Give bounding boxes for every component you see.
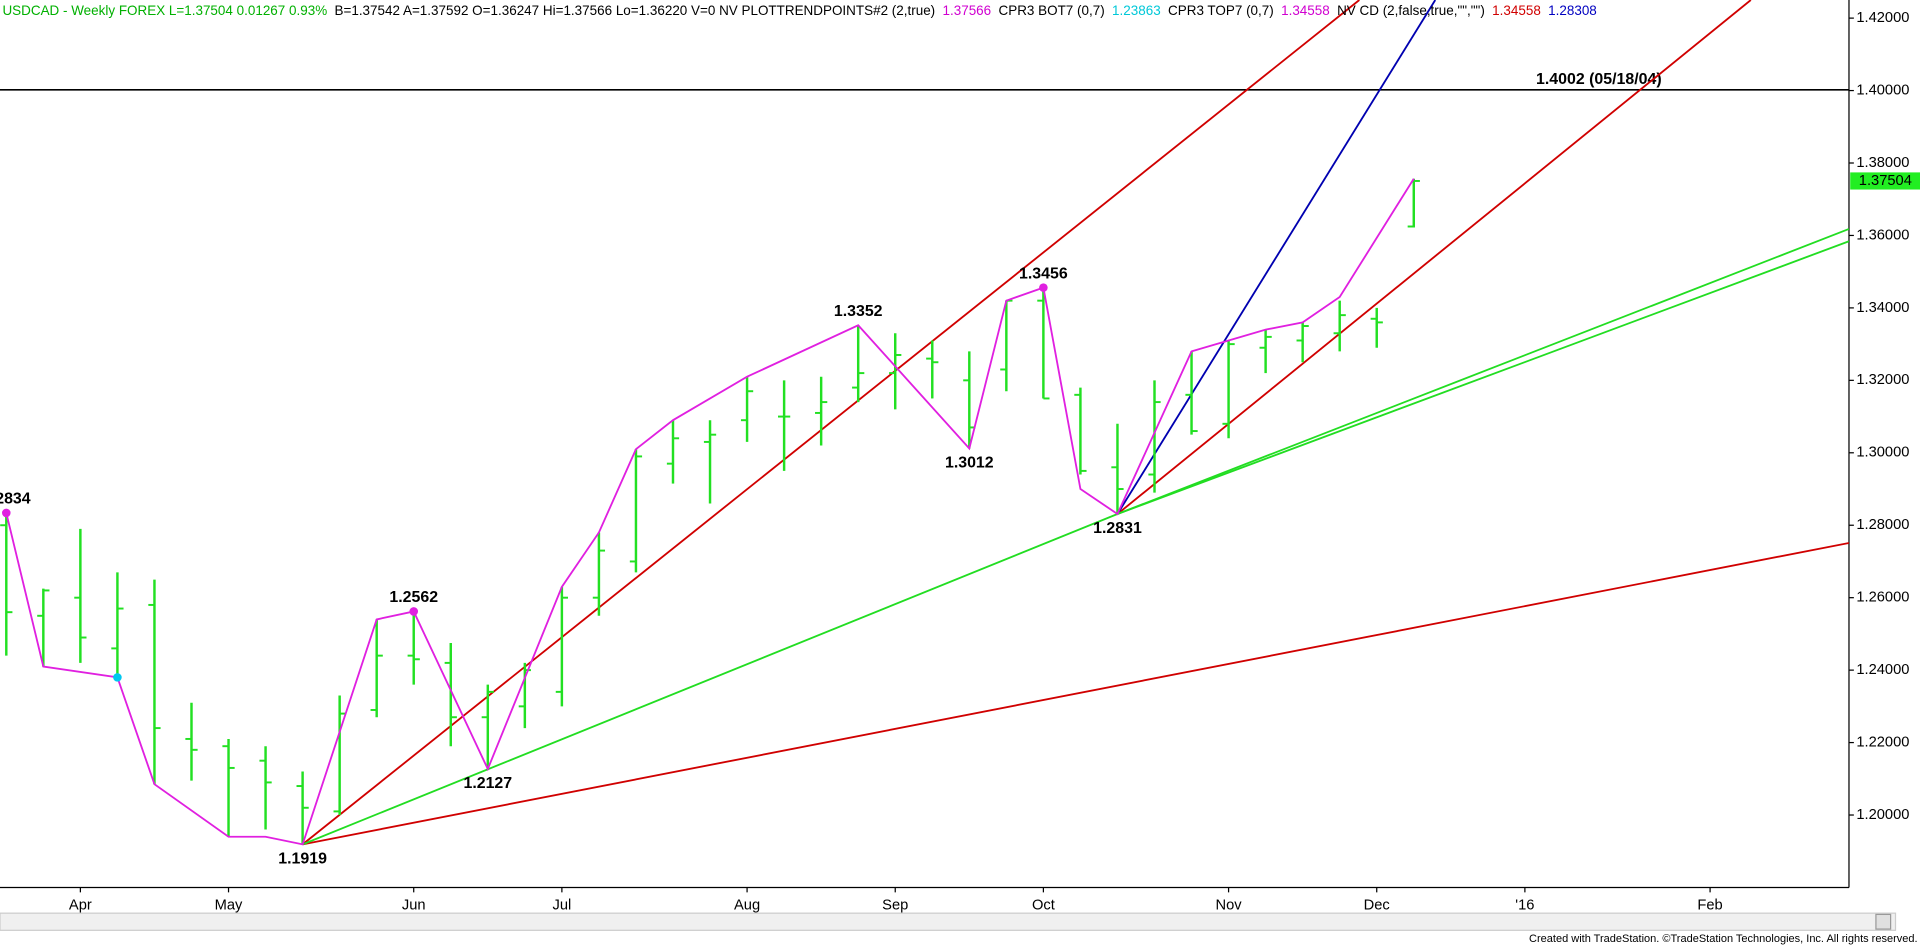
header-item: NV CD (2,false,true,"","") <box>1337 3 1485 18</box>
x-tick-label: '16 <box>1515 898 1534 914</box>
pivot-dot <box>113 673 122 682</box>
y-tick-label: 1.22000 <box>1856 734 1909 750</box>
y-tick-label: 1.38000 <box>1856 155 1909 171</box>
pivot-label: 1.3352 <box>834 303 883 320</box>
header-item: CPR3 BOT7 (0,7) <box>999 3 1105 18</box>
x-tick-label: Nov <box>1216 898 1243 914</box>
header-item: 1.34558 <box>1492 3 1541 18</box>
pivot-dot <box>1039 283 1048 292</box>
pivot-label: 1.3456 <box>1019 265 1068 282</box>
pivot-label: 1.1919 <box>278 850 327 867</box>
y-tick-label: 1.26000 <box>1856 590 1909 606</box>
y-tick-label: 1.24000 <box>1856 662 1909 678</box>
scrollbar[interactable] <box>0 912 1897 931</box>
axes: 1.20000 1.22000 1.24000 1.26000 1.28000 1.300… <box>69 10 1920 914</box>
x-tick-label: Feb <box>1697 898 1722 914</box>
x-tick-label: Oct <box>1032 898 1055 914</box>
scroll-thumb[interactable] <box>1875 913 1892 930</box>
y-tick-label: 1.20000 <box>1856 807 1909 823</box>
trend-line <box>302 0 1360 846</box>
y-tick-label: 1.40000 <box>1856 82 1909 98</box>
trend-points-line <box>5 178 1415 846</box>
y-tick-label: 1.36000 <box>1856 227 1909 243</box>
y-tick-label: 1.34000 <box>1856 300 1909 316</box>
y-tick-label: 1.32000 <box>1856 372 1909 388</box>
pivot-dot <box>2 508 11 518</box>
x-tick-label: Sep <box>882 898 908 914</box>
header-item: 1.34558 <box>1281 3 1330 18</box>
pivot-label: 1.2562 <box>389 589 438 606</box>
header-item: 1.37566 <box>943 3 992 18</box>
header-item: CPR3 TOP7 (0,7) <box>1168 3 1274 18</box>
footer: Created with TradeStation. ©TradeStation… <box>1529 933 1917 945</box>
pivot-label: 1.3012 <box>945 454 994 471</box>
reference-label: 1.4002 (05/18/04) <box>1536 71 1662 88</box>
x-tick-label: Jul <box>552 898 571 914</box>
y-tick-label: 1.28000 <box>1856 517 1909 533</box>
last-price-box <box>1850 172 1920 190</box>
header-item: 1.23863 <box>1112 3 1161 18</box>
pivot-label: 1.2834 <box>0 491 31 508</box>
last-price-label: 1.37504 <box>1859 173 1912 189</box>
pivot-label: 1.2831 <box>1093 520 1142 537</box>
y-tick-label: 1.42000 <box>1856 10 1909 26</box>
header-item: B=1.37542 A=1.37592 O=1.36247 Hi=1.37566… <box>335 3 936 18</box>
trend-line <box>1116 0 1752 515</box>
chart-header: USDCAD - Weekly FOREX L=1.37504 0.01267 … <box>2 3 1596 18</box>
x-tick-label: Apr <box>69 898 92 914</box>
header-item: 1.28308 <box>1548 3 1597 18</box>
plot-area: 1.4002 (05/18/04) 1.2834 1.2562 1.1919 1.212… <box>0 0 1849 867</box>
trend-line <box>1117 240 1849 515</box>
pivot-dot <box>409 607 419 616</box>
y-tick-label: 1.30000 <box>1856 445 1909 461</box>
x-tick-label: Jun <box>402 898 426 914</box>
x-tick-label: Aug <box>734 898 760 914</box>
trend-line <box>302 542 1849 846</box>
trend-line <box>1116 0 1437 515</box>
x-tick-label: Dec <box>1364 898 1390 914</box>
header-item: USDCAD - Weekly FOREX L=1.37504 0.01267 … <box>2 3 327 18</box>
pivot-label: 1.2127 <box>463 775 512 792</box>
x-tick-label: May <box>215 898 243 914</box>
